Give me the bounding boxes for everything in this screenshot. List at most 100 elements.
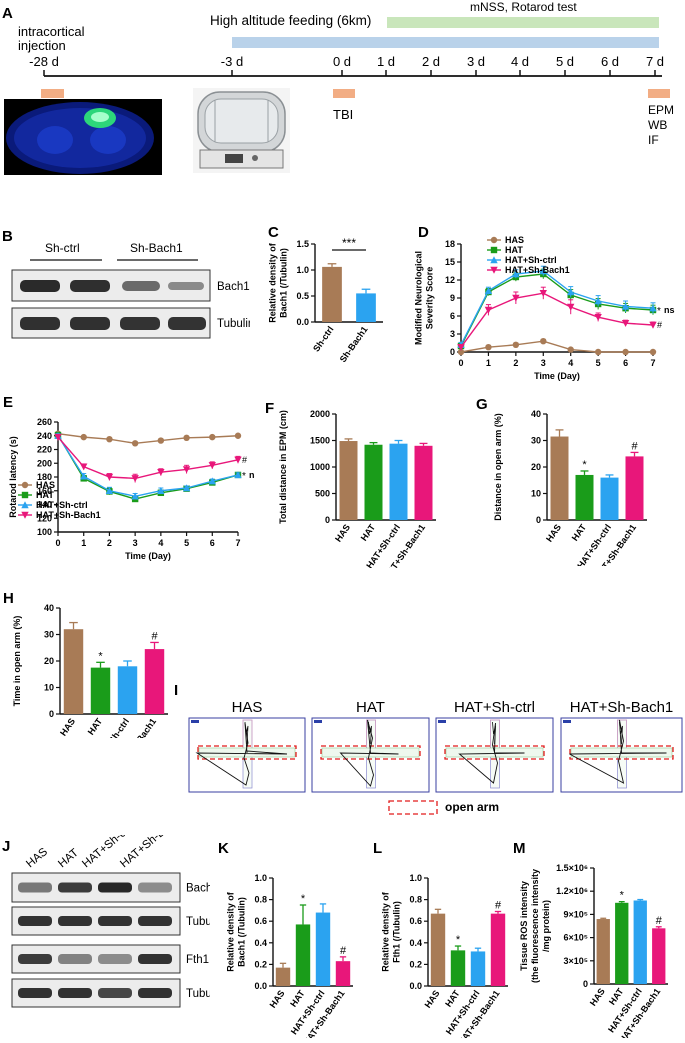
chart-l: L 0.0 0.2 0.4 0.6 0.8 1.0 Relative density of Ft… <box>373 840 508 1038</box>
y-tick-label: 0.0 <box>296 317 309 327</box>
x-tick-label: 4 <box>568 358 573 368</box>
y-tick-label: 0 <box>583 979 588 989</box>
y-axis-label: Relative density of <box>226 891 236 972</box>
y-tick-label: 0.6 <box>254 916 267 926</box>
data-point <box>567 346 574 353</box>
data-point <box>649 348 657 356</box>
data-point <box>208 462 216 470</box>
category-label: Sh-Bach1 <box>338 324 370 364</box>
maze-tag <box>191 720 199 723</box>
y-axis-label: Tissue ROS intensity <box>519 881 529 971</box>
data-point <box>485 344 492 351</box>
y-tick-label: 0.0 <box>409 981 422 991</box>
open-arm-legend-label: open arm <box>445 800 499 814</box>
panel-letter-b: B <box>2 228 13 245</box>
y-tick-label: 1.2×10⁶ <box>556 886 588 896</box>
significance-mark: * <box>98 650 103 662</box>
bar <box>600 477 619 520</box>
significance-mark: * <box>620 890 625 902</box>
x-tick-label: 5 <box>184 538 189 548</box>
y-axis-label: Time in open arm (%) <box>12 616 22 707</box>
bar <box>364 444 383 520</box>
significance-mark: # <box>151 630 158 642</box>
y-tick-label: 30 <box>44 630 54 640</box>
bar <box>625 456 644 520</box>
y-tick-label: 1.0 <box>254 873 267 883</box>
blot-band <box>58 916 92 926</box>
x-tick-label: 0 <box>458 358 463 368</box>
y-tick-label: 160 <box>37 486 52 496</box>
track-path-top <box>619 721 623 745</box>
marker-injection <box>41 89 64 98</box>
bar <box>63 629 84 714</box>
bar <box>450 950 466 986</box>
band-label-tubulin: Tubulin <box>217 318 250 330</box>
panel-j-western-blot: J HAS HAT HAT+Sh-ctrl HAT+Sh-Bach1 Bach1… <box>2 835 210 1008</box>
panel-b-western-blot: B Sh-ctrl Sh-Bach1 Bach1 Tubulin <box>2 228 250 339</box>
x-axis-label: Time (Day) <box>534 371 580 381</box>
y-tick-label: 9 <box>450 293 455 303</box>
timeline-label: -28 d <box>29 54 59 69</box>
marker-tbi <box>333 89 355 98</box>
feeding-bar <box>232 37 659 48</box>
y-tick-label: 3 <box>450 329 455 339</box>
data-point <box>21 501 29 509</box>
data-point <box>594 297 602 305</box>
hypoxia-chamber-image <box>193 88 290 173</box>
data-point <box>512 341 520 348</box>
y-tick-label: 200 <box>37 458 52 468</box>
tbi-label: TBI <box>333 107 353 122</box>
data-point <box>457 344 465 351</box>
y-tick-label: 0.4 <box>409 938 422 948</box>
legend-label: HAS <box>505 235 524 245</box>
panel-letter-i-box: I <box>174 682 178 699</box>
bar <box>575 474 594 520</box>
data-point <box>234 456 242 464</box>
data-point <box>567 288 575 296</box>
y-tick-label: 220 <box>37 445 52 455</box>
panel-letter: G <box>476 396 488 413</box>
maze-title: HAT <box>356 700 385 716</box>
bar <box>144 649 165 714</box>
y-tick-label: 0.8 <box>254 895 267 905</box>
maze-tag <box>563 720 571 723</box>
data-point <box>105 473 114 481</box>
band-label: Fth1 <box>186 954 209 966</box>
data-point <box>21 481 29 489</box>
lane-label-hat: HAT <box>56 847 81 870</box>
significance-mark: # <box>656 915 663 927</box>
end-mark-ns: ns <box>664 305 675 315</box>
endpoint-wb: WB <box>648 118 667 132</box>
data-point <box>157 468 165 476</box>
data-point <box>209 433 216 441</box>
panel-letter-i-text: I <box>174 682 178 699</box>
y-tick-label: 12 <box>445 275 455 285</box>
data-point <box>21 511 29 519</box>
data-point <box>21 491 29 499</box>
y-tick-label: 100 <box>37 527 52 537</box>
y-axis-label: (the fluorescence intensity <box>530 869 540 983</box>
significance-mark: # <box>631 440 638 452</box>
y-tick-label: 6×10⁵ <box>564 933 589 943</box>
blot-band <box>58 988 92 998</box>
bar <box>356 293 376 322</box>
data-point <box>594 348 602 356</box>
data-point <box>567 303 575 311</box>
bar <box>596 919 610 984</box>
series-line <box>460 340 653 353</box>
significance-mark: # <box>495 899 502 911</box>
category-label: HAS <box>333 522 352 543</box>
data-point <box>106 435 113 443</box>
timeline-label: 1 d <box>377 54 395 69</box>
data-point <box>539 267 547 275</box>
y-tick-label: 20 <box>531 462 541 472</box>
data-point <box>183 434 190 442</box>
panel-letter: F <box>265 400 274 417</box>
bar <box>615 902 629 984</box>
y-tick-label: 0.8 <box>409 895 422 905</box>
category-label: HAS <box>588 986 607 1007</box>
band-label: Bach1 <box>186 883 210 895</box>
x-axis-label: Time (Day) <box>125 551 171 561</box>
panel-letter: D <box>418 224 429 241</box>
y-tick-label: 260 <box>37 417 52 427</box>
